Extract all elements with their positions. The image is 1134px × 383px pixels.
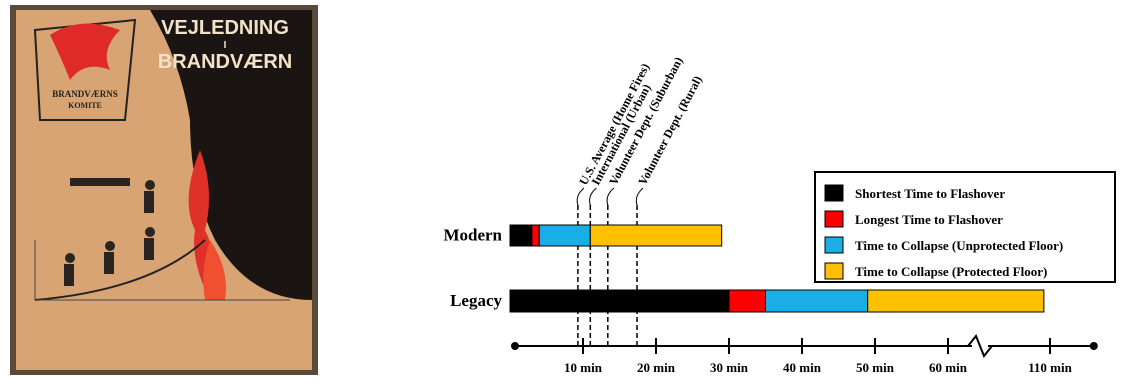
x-tick-label: 50 min [856,360,895,375]
bar-segment [539,225,590,246]
category-label: Legacy [450,291,502,310]
legend-swatch [825,263,843,279]
legend-swatch [825,185,843,201]
cover-title: BRANDVÆRN [158,51,292,73]
chart: 10 min 20 min 30 min 40 min 50 min 60 min 110 … [443,55,1115,375]
x-tick-label: 60 min [929,360,968,375]
x-tick-label: 10 min [564,360,603,375]
cover-image: BRANDVÆRNS KOMITE VEJLEDNING I BRANDVÆRN [10,5,318,375]
legend-swatch [825,211,843,227]
bar-segment [510,225,532,246]
axis-end [1090,342,1098,350]
bar-segment [510,290,729,312]
bar-segment [868,290,1044,312]
leader [590,188,597,205]
legend-label: Longest Time to Flashover [855,212,1003,227]
emblem-text: BRANDVÆRNS [52,89,118,99]
bar-segment [590,225,721,246]
legend-label: Shortest Time to Flashover [855,186,1005,201]
cover-title: VEJLEDNING [161,17,289,39]
emblem-text: KOMITE [68,101,102,110]
leader [636,188,643,205]
legend-label: Time to Collapse (Protected Floor) [855,264,1047,279]
x-tick-label: 40 min [783,360,822,375]
bar-segment [729,290,766,312]
leader [607,188,614,205]
leader [577,188,584,205]
bar-segment [766,290,868,312]
legend-label: Time to Collapse (Unprotected Floor) [855,238,1063,253]
x-tick-label: 30 min [710,360,749,375]
category-label: Modern [443,226,502,245]
x-tick-label: 110 min [1028,360,1072,375]
cover-title: I [224,40,227,51]
axis-end [511,342,519,350]
page: BRANDVÆRNS KOMITE VEJLEDNING I BRANDVÆRN… [0,0,1134,378]
x-tick-label: 20 min [637,360,676,375]
bar-segment [532,225,539,246]
legend-swatch [825,237,843,253]
